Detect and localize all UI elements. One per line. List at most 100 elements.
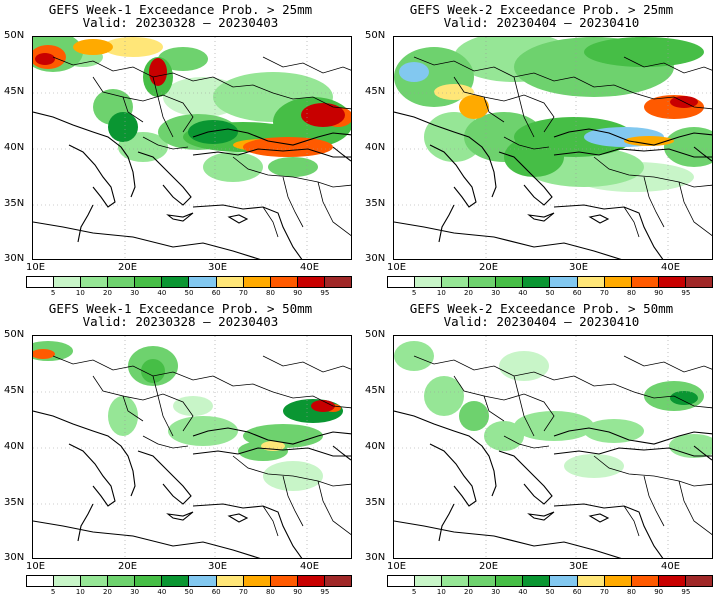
colorbar-segment — [54, 576, 81, 586]
longitude-label: 10E — [387, 262, 406, 273]
probability-map — [33, 336, 352, 559]
colorbar-segment — [135, 277, 162, 287]
probability-contour — [203, 152, 263, 182]
colorbar — [387, 276, 713, 288]
coastline — [499, 451, 552, 504]
colorbar-tick-label: 80 — [627, 289, 636, 297]
probability-contour — [311, 400, 335, 412]
colorbar-tick-label: 40 — [157, 588, 166, 596]
colorbar-segment — [605, 576, 632, 586]
latitude-label: 40N — [4, 441, 30, 452]
latitude-label: 40N — [365, 441, 391, 452]
longitude-label: 30E — [208, 262, 227, 273]
longitude-label: 40E — [300, 561, 319, 572]
colorbar-tick-label: 95 — [320, 588, 329, 596]
colorbar-tick-label: 50 — [185, 289, 194, 297]
country-border — [624, 356, 713, 372]
colorbar-tick-label: 5 — [51, 289, 55, 297]
probability-contour — [73, 39, 113, 55]
colorbar-segment — [108, 277, 135, 287]
colorbar-segment — [415, 576, 442, 586]
colorbar-segment — [659, 576, 686, 586]
colorbar-tick-label: 95 — [320, 289, 329, 297]
probability-contour — [670, 391, 698, 405]
coastline — [430, 444, 476, 506]
colorbar-segment — [298, 576, 325, 586]
colorbar — [26, 276, 352, 288]
longitude-label: 40E — [661, 561, 680, 572]
colorbar-tick-label: 80 — [266, 588, 275, 596]
longitude-label: 20E — [118, 561, 137, 572]
latitude-label: 35N — [4, 497, 30, 508]
colorbar-tick-label: 95 — [681, 289, 690, 297]
panel-valid-dates: Valid: 20230404 – 20230410 — [361, 16, 722, 30]
probability-contour — [564, 454, 624, 478]
colorbar-tick-label: 50 — [546, 289, 555, 297]
colorbar-tick-label: 70 — [600, 588, 609, 596]
colorbar-tick-label: 90 — [654, 588, 663, 596]
colorbar-segment — [550, 277, 577, 287]
colorbar-segment — [217, 576, 244, 586]
longitude-label: 10E — [387, 561, 406, 572]
country-border — [644, 476, 664, 526]
latitude-label: 40N — [4, 142, 30, 153]
latitude-label: 45N — [365, 385, 391, 396]
latitude-label: 50N — [365, 30, 391, 41]
colorbar-segment — [632, 277, 659, 287]
colorbar-segment — [523, 576, 550, 586]
colorbar-tick-label: 30 — [491, 289, 500, 297]
colorbar-segment — [27, 576, 54, 586]
latitude-label: 35N — [4, 198, 30, 209]
coastline — [229, 215, 247, 223]
colorbar-tick-label: 10 — [76, 588, 85, 596]
probability-contour — [584, 419, 644, 443]
colorbar-segment — [442, 576, 469, 586]
longitude-label: 40E — [661, 262, 680, 273]
colorbar — [387, 575, 713, 587]
colorbar-tick-label: 40 — [518, 588, 527, 596]
colorbar-segment — [325, 277, 351, 287]
colorbar-tick-label: 5 — [412, 588, 416, 596]
latitude-label: 50N — [4, 30, 30, 41]
colorbar-segment — [686, 277, 712, 287]
colorbar-tick-label: 60 — [212, 289, 221, 297]
colorbar-tick-label: 10 — [437, 289, 446, 297]
colorbar-tick-label: 20 — [103, 588, 112, 596]
coastline — [168, 512, 193, 520]
coastline — [439, 504, 454, 541]
longitude-label: 20E — [479, 561, 498, 572]
probability-map — [394, 336, 713, 559]
latitude-label: 45N — [4, 385, 30, 396]
colorbar-tick-label: 90 — [654, 289, 663, 297]
probability-contour — [108, 396, 138, 436]
colorbar-segment — [469, 576, 496, 586]
colorbar-tick-label: 5 — [412, 289, 416, 297]
longitude-label: 30E — [569, 262, 588, 273]
probability-contour — [584, 37, 704, 67]
colorbar-segment — [298, 277, 325, 287]
colorbar-tick-label: 10 — [76, 289, 85, 297]
country-border — [624, 506, 639, 536]
colorbar-segment — [496, 576, 523, 586]
colorbar-segment — [189, 576, 216, 586]
panel-valid-dates: Valid: 20230328 – 20230403 — [0, 315, 361, 329]
longitude-label: 30E — [208, 561, 227, 572]
colorbar-segment — [523, 277, 550, 287]
colorbar-tick-label: 80 — [627, 588, 636, 596]
colorbar-tick-label: 60 — [212, 588, 221, 596]
coastline — [394, 222, 626, 260]
country-border — [263, 207, 278, 237]
latitude-label: 45N — [4, 86, 30, 97]
colorbar-segment — [388, 576, 415, 586]
coastline — [33, 222, 265, 260]
probability-contour — [459, 401, 489, 431]
country-border — [263, 57, 352, 73]
colorbar-tick-label: 50 — [546, 588, 555, 596]
colorbar-segment — [325, 576, 351, 586]
colorbar-segment — [659, 277, 686, 287]
coastline — [78, 205, 93, 242]
colorbar-tick-label: 10 — [437, 588, 446, 596]
colorbar-tick-label: 30 — [130, 289, 139, 297]
coastline — [554, 205, 664, 260]
map-panel: GEFS Week-1 Exceedance Prob. > 50mm Valid… — [0, 299, 361, 598]
